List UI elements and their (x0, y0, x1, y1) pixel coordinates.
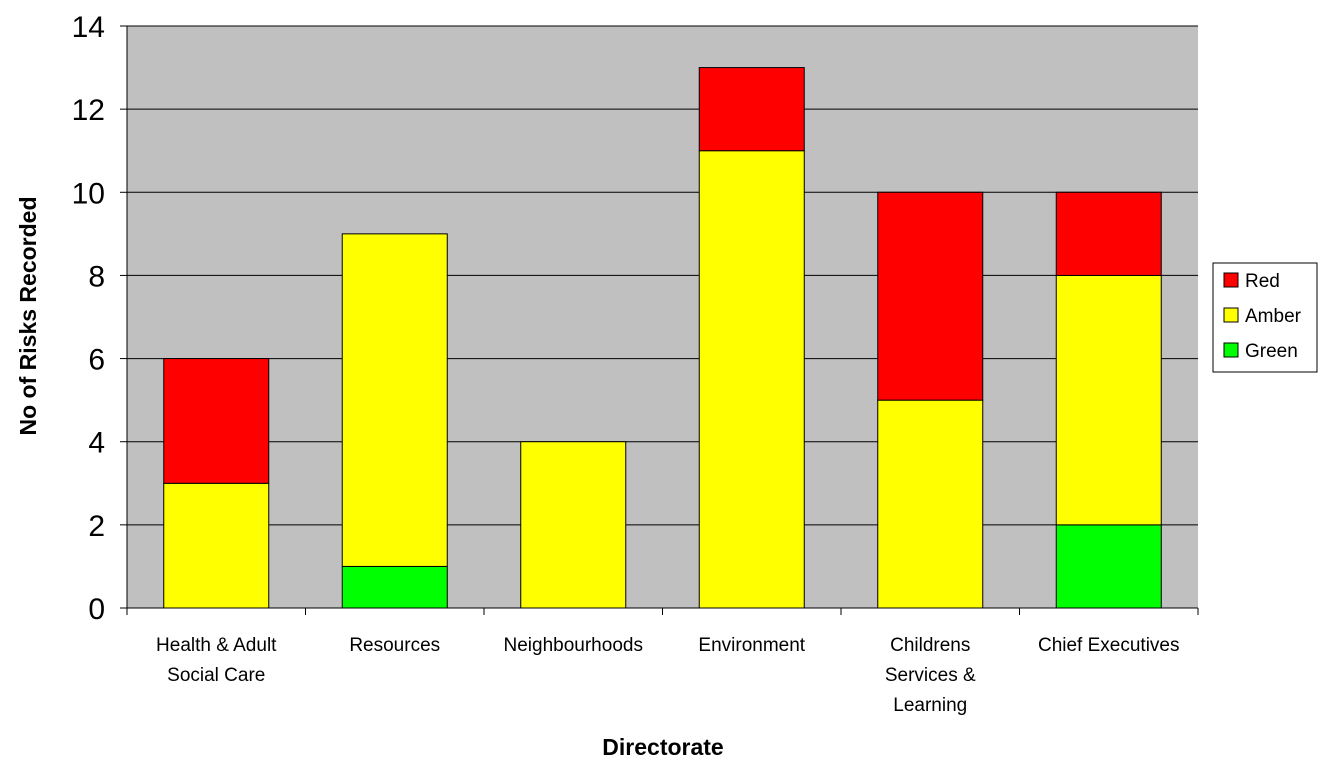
bar-segment-red (877, 191, 984, 401)
bars (163, 67, 1162, 609)
x-tick-label-line: Resources (349, 635, 440, 656)
legend-label-green: Green (1245, 341, 1298, 362)
plot-area (127, 26, 1198, 608)
y-tick-label: 14 (72, 11, 105, 44)
x-tick-label-line: Learning (893, 695, 967, 716)
x-tick-label: Childrens Services & Learning (885, 635, 976, 716)
y-tick-label: 10 (72, 177, 105, 210)
axes (120, 25, 1199, 615)
y-tick-label: 2 (88, 510, 105, 543)
bar-segment-amber (341, 233, 448, 567)
x-axis-title: Directorate (602, 734, 723, 760)
bar-segment-amber (877, 399, 984, 609)
x-tick-label: Resources (349, 635, 440, 656)
legend: Red Amber Green (1212, 262, 1318, 373)
x-tick-label: Chief Executives (1038, 635, 1180, 656)
legend-label-amber: Amber (1245, 306, 1302, 327)
x-tick-label: Environment (698, 635, 805, 656)
bar-segment-green (341, 565, 448, 609)
bar-segment-amber (163, 482, 270, 609)
y-tick-label: 8 (88, 260, 105, 293)
y-tick-label: 12 (72, 94, 105, 127)
bar-segment-amber (520, 441, 627, 609)
y-tick-label: 0 (88, 593, 105, 626)
x-tick-label-line: Childrens (890, 635, 970, 656)
x-tick-label-line: Social Care (167, 665, 265, 686)
x-tick-label: Neighbourhoods (504, 635, 643, 656)
x-tick-label-line: Health & Adult (156, 635, 277, 656)
y-axis-title: No of Risks Recorded (15, 197, 41, 436)
x-tick-label: Health & Adult Social Care (156, 635, 277, 686)
bar-segment-amber (1055, 274, 1162, 526)
gridlines (127, 25, 1198, 526)
x-tick-label-line: Neighbourhoods (504, 635, 643, 656)
y-tick-label: 4 (88, 427, 105, 460)
bar-segment-red (698, 67, 805, 152)
legend-swatch-amber (1223, 307, 1239, 323)
x-tick-label-line: Environment (698, 635, 805, 656)
bar-segment-red (1055, 191, 1162, 276)
bar-segment-amber (698, 150, 805, 609)
x-tick-label-line: Chief Executives (1038, 635, 1180, 656)
legend-swatch-green (1223, 342, 1239, 358)
legend-label-red: Red (1245, 271, 1280, 292)
bar-segment-red (163, 358, 270, 484)
y-tick-label: 6 (88, 344, 105, 377)
x-tick-label-line: Services & (885, 665, 976, 686)
bar-segment-green (1055, 524, 1162, 609)
y-tick-labels: 0 2 4 6 8 10 12 14 (72, 11, 105, 626)
x-tick-labels: Health & Adult Social Care Resources Neighb… (156, 635, 1179, 716)
legend-swatch-red (1223, 272, 1239, 288)
